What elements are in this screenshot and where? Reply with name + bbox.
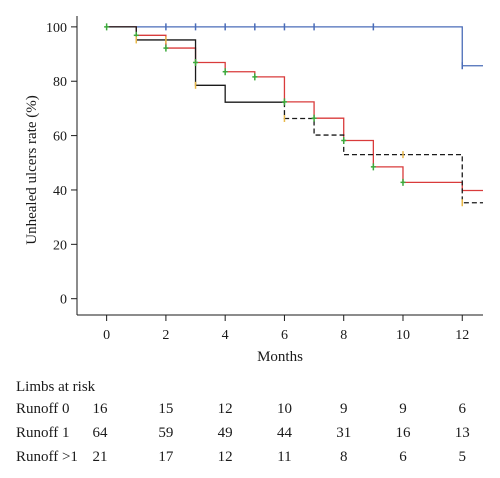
risk-cell: 8 <box>339 449 348 465</box>
x-tick-label: 12 <box>455 328 469 343</box>
survival-curve-1 <box>106 26 483 67</box>
km-plot: 0 2 4 6 8 10 12 0 20 40 60 80 100 Months Unhealed ul… <box>24 16 483 365</box>
y-tick-label: 40 <box>53 184 67 199</box>
risk-cell: 12 <box>217 401 233 417</box>
y-axis-title: Unhealed ulcers rate (%) <box>24 95 40 245</box>
risk-cell: 10 <box>276 401 292 417</box>
survival-curve-2 <box>106 26 483 192</box>
risk-cell: 16 <box>92 401 108 417</box>
risk-cell: 13 <box>454 425 470 441</box>
risk-cell: 12 <box>217 449 233 465</box>
risk-cell: 11 <box>277 449 292 465</box>
x-tick-label: 0 <box>103 328 110 343</box>
risk-row-label: Runoff 0 <box>16 401 70 417</box>
y-tick-label: 20 <box>53 238 67 253</box>
x-tick-label: 6 <box>281 328 288 343</box>
plot-area <box>104 23 483 207</box>
risk-cell: 15 <box>158 401 174 417</box>
risk-cell: 31 <box>336 425 352 441</box>
risk-cell: 6 <box>458 401 467 417</box>
risk-cell: 16 <box>395 425 411 441</box>
risk-cell: 44 <box>276 425 292 441</box>
risk-cell: 9 <box>339 401 348 417</box>
y-tick-label: 80 <box>53 75 67 90</box>
risk-cell: 64 <box>92 425 108 441</box>
risk-table: Limbs at risk Runoff 0 16 15 12 10 9 9 6 Runoff … <box>0 374 500 478</box>
risk-table-title: Limbs at risk <box>16 379 96 395</box>
risk-row-label: Runoff >1 <box>16 449 78 465</box>
risk-cell: 6 <box>399 449 407 465</box>
risk-cell: 17 <box>158 449 174 465</box>
risk-cell: 59 <box>158 425 174 441</box>
x-tick-label: 2 <box>162 328 169 343</box>
y-tick-label: 0 <box>60 293 67 308</box>
risk-cell: 21 <box>92 449 108 465</box>
survival-curve-4 <box>283 102 483 204</box>
y-tick-label: 60 <box>53 130 67 145</box>
risk-cell: 49 <box>217 425 233 441</box>
x-axis-title: Months <box>257 349 303 365</box>
x-tick-label: 8 <box>340 328 347 343</box>
x-tick-label: 4 <box>222 328 229 343</box>
axes: 0 2 4 6 8 10 12 0 20 40 60 80 100 <box>46 16 483 343</box>
risk-row-label: Runoff 1 <box>16 425 70 441</box>
risk-cell: 5 <box>458 449 467 465</box>
y-tick-label: 100 <box>46 21 67 36</box>
x-tick-label: 10 <box>396 328 410 343</box>
risk-cell: 9 <box>399 401 407 417</box>
